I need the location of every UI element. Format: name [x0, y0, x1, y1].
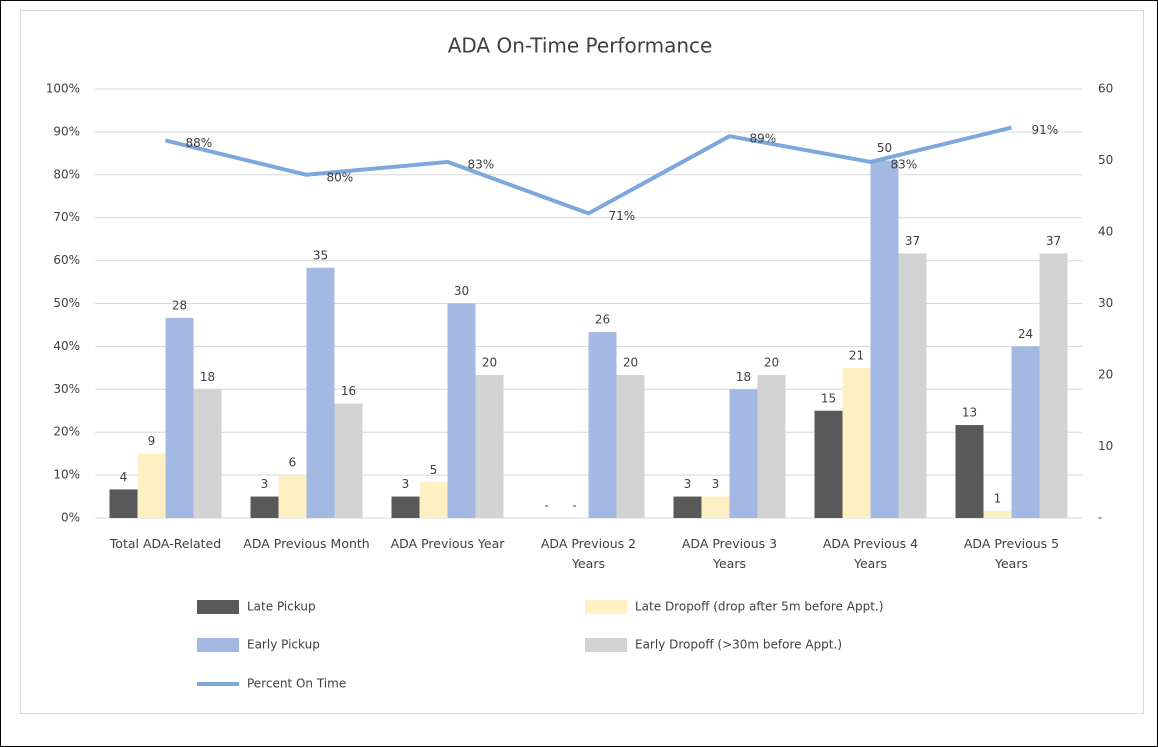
- bar: [250, 496, 279, 518]
- data-label: 83%: [468, 157, 495, 171]
- bar: [475, 375, 504, 518]
- data-label: 24: [1018, 327, 1033, 341]
- data-label: 91%: [1032, 123, 1059, 137]
- y-tick-label: 80%: [53, 167, 80, 181]
- data-label: 3: [402, 477, 410, 491]
- legend-swatch: [585, 638, 627, 652]
- y2-tick-label: -: [1098, 511, 1102, 525]
- y2-tick-label: 10: [1098, 439, 1113, 453]
- data-label: 15: [821, 391, 836, 405]
- bar: [898, 253, 927, 518]
- bar: [334, 403, 363, 518]
- bar: [729, 389, 758, 518]
- y-tick-label: 30%: [53, 382, 80, 396]
- bar: [673, 496, 702, 518]
- legend-label: Early Pickup: [247, 638, 320, 652]
- data-label: 9: [148, 434, 156, 448]
- bar: [588, 332, 617, 518]
- bar: [109, 489, 138, 518]
- data-label: 35: [313, 248, 328, 262]
- bar: [391, 496, 420, 518]
- y-tick-label: 60%: [53, 253, 80, 267]
- line: [165, 125, 1012, 216]
- bar: [165, 317, 194, 518]
- bar: [842, 367, 871, 518]
- data-label: 83%: [891, 157, 918, 171]
- x-tick-label: ADA Previous 3 Years: [681, 536, 778, 571]
- bar: [278, 475, 307, 518]
- data-label: 5: [430, 463, 438, 477]
- y-tick-label: 0%: [61, 511, 80, 525]
- bar: [616, 375, 645, 518]
- bar: [137, 453, 166, 518]
- legend-swatch: [197, 638, 239, 652]
- data-label: 3: [684, 477, 692, 491]
- bar: [1039, 253, 1068, 518]
- legend-label: Early Dropoff (>30m before Appt.): [635, 638, 842, 652]
- bar: [701, 496, 730, 518]
- data-label: 20: [764, 356, 779, 370]
- bar: [983, 510, 1012, 518]
- data-label: 80%: [327, 170, 354, 184]
- data-label: 18: [736, 370, 751, 384]
- x-tick-label: ADA Previous 4 Years: [822, 536, 919, 571]
- data-label: 37: [1046, 234, 1061, 248]
- bar: [419, 482, 448, 518]
- bar: [870, 160, 899, 518]
- data-label: 21: [849, 348, 864, 362]
- data-label: 3: [712, 477, 720, 491]
- data-label: -: [572, 499, 576, 513]
- bar: [814, 410, 843, 518]
- data-label: 4: [120, 470, 128, 484]
- data-label: 50: [877, 141, 892, 155]
- x-tick-label: ADA Previous Year: [390, 536, 505, 551]
- data-label: 3: [261, 477, 269, 491]
- data-label: 88%: [186, 136, 213, 150]
- legend-swatch: [197, 600, 239, 614]
- bar: [757, 375, 786, 518]
- y2-tick-label: 50: [1098, 153, 1113, 167]
- data-label: 13: [962, 406, 977, 420]
- x-tick-label: ADA Previous Month: [243, 536, 370, 551]
- x-tick-label: ADA Previous 5 Years: [963, 536, 1060, 571]
- y-tick-label: 40%: [53, 339, 80, 353]
- legend-label: Late Dropoff (drop after 5m before Appt.…: [635, 600, 883, 614]
- data-label: 20: [623, 356, 638, 370]
- data-label: 6: [289, 456, 297, 470]
- y-tick-label: 20%: [53, 425, 80, 439]
- y-tick-label: 100%: [46, 82, 80, 96]
- data-label: 18: [200, 370, 215, 384]
- data-label: 26: [595, 313, 610, 327]
- y-tick-label: 50%: [53, 296, 80, 310]
- bar: [193, 389, 222, 518]
- chart-box: [20, 10, 1144, 714]
- data-label: 89%: [750, 132, 777, 146]
- data-label: 20: [482, 356, 497, 370]
- y-tick-label: 90%: [53, 124, 80, 138]
- y-tick-label: 70%: [53, 210, 80, 224]
- legend-swatch: [585, 600, 627, 614]
- data-label: 71%: [609, 209, 636, 223]
- y2-tick-label: 20: [1098, 368, 1113, 382]
- data-label: 30: [454, 284, 469, 298]
- y2-tick-label: 60: [1098, 82, 1113, 96]
- x-tick-label: ADA Previous 2 Years: [540, 536, 637, 571]
- data-label: 16: [341, 384, 356, 398]
- bar: [306, 267, 335, 518]
- y2-tick-label: 40: [1098, 225, 1113, 239]
- legend-label: Late Pickup: [247, 600, 316, 614]
- bar: [447, 303, 476, 518]
- chart-title: ADA On-Time Performance: [448, 34, 713, 58]
- y2-tick-label: 30: [1098, 296, 1113, 310]
- bar: [1011, 346, 1040, 518]
- bar: [955, 425, 984, 518]
- data-label: 1: [994, 491, 1002, 505]
- data-label: 37: [905, 234, 920, 248]
- y-tick-label: 10%: [53, 468, 80, 482]
- x-tick-label: Total ADA-Related: [109, 536, 222, 551]
- legend-label: Percent On Time: [247, 677, 346, 691]
- data-label: 28: [172, 298, 187, 312]
- data-label: -: [544, 499, 548, 513]
